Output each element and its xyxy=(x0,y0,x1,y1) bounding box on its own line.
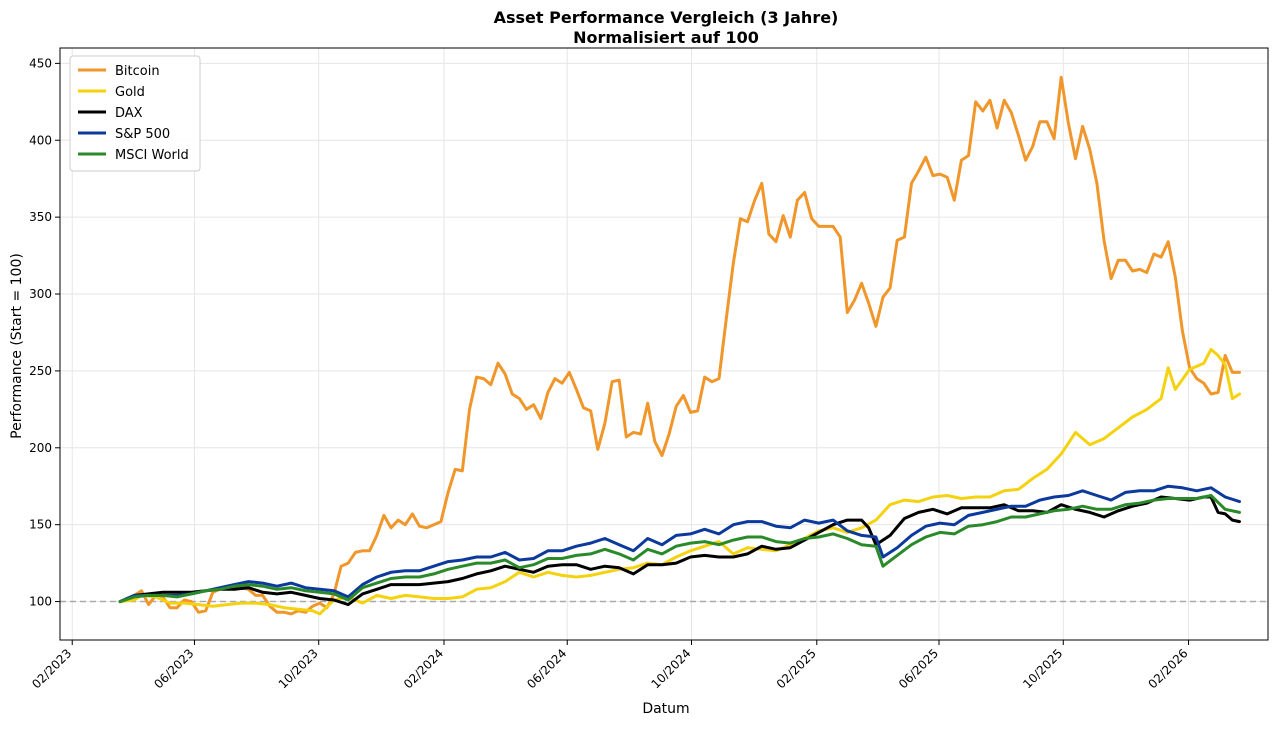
series-lines xyxy=(118,75,1241,616)
y-tick-label: 450 xyxy=(29,56,52,70)
axis-ticks: 100 150 200 250 300 350 400 450 02/2023 06/2023 10… xyxy=(29,56,1191,691)
series-line-dax xyxy=(118,495,1241,607)
x-tick-label: 02/2025 xyxy=(774,646,819,691)
y-tick-label: 250 xyxy=(29,364,52,378)
y-tick-label: 300 xyxy=(29,287,52,301)
legend-label: MSCI World xyxy=(115,148,189,163)
legend-label: S&P 500 xyxy=(115,127,170,142)
y-tick-label: 200 xyxy=(29,441,52,455)
legend-label: DAX xyxy=(115,106,143,121)
grid xyxy=(60,48,1268,640)
chart-subtitle: Normalisiert auf 100 xyxy=(573,28,759,47)
x-tick-label: 10/2023 xyxy=(276,646,321,691)
x-tick-label: 02/2026 xyxy=(1146,646,1191,691)
chart-title: Asset Performance Vergleich (3 Jahre) xyxy=(494,8,839,27)
y-tick-label: 350 xyxy=(29,210,52,224)
x-tick-label: 06/2024 xyxy=(524,646,569,691)
series-line-bitcoin xyxy=(118,75,1241,616)
x-tick-label: 06/2025 xyxy=(896,646,941,691)
series-line-msci-world xyxy=(118,494,1241,604)
x-tick-label: 02/2024 xyxy=(401,646,446,691)
legend-label: Bitcoin xyxy=(115,64,160,79)
x-tick-label: 10/2024 xyxy=(648,646,693,691)
x-tick-label: 02/2023 xyxy=(29,646,74,691)
x-axis-label: Datum xyxy=(642,701,689,717)
legend-box xyxy=(69,55,201,172)
y-tick-label: 100 xyxy=(29,595,52,609)
legend-label: Gold xyxy=(115,85,145,100)
legend: Bitcoin Gold DAX S&P 500 MSCI World xyxy=(69,55,201,172)
y-tick-label: 150 xyxy=(29,518,52,532)
series-line-gold xyxy=(118,347,1241,616)
series-line-s-p-500 xyxy=(118,484,1241,604)
y-axis-label: Performance (Start = 100) xyxy=(9,253,25,439)
x-tick-label: 06/2023 xyxy=(151,646,196,691)
y-tick-label: 400 xyxy=(29,133,52,147)
x-tick-label: 10/2025 xyxy=(1020,646,1065,691)
plot-frame xyxy=(59,47,1269,641)
